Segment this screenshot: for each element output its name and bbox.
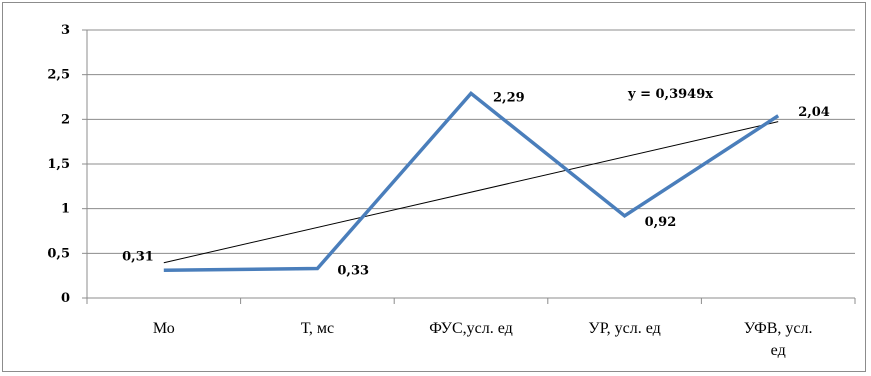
y-tick-label: 2: [61, 112, 70, 127]
data-labels: 0,31 0,33 2,29 0,92 2,04: [122, 90, 830, 278]
x-tick-label: УФВ, усл. ед: [744, 320, 813, 359]
chart-frame: [2, 2, 866, 372]
trendline: [163, 121, 779, 264]
trendline-equation: y = 0,3949x: [627, 87, 713, 102]
y-tick-label: 3: [61, 23, 70, 38]
gridlines: [87, 29, 855, 254]
x-tick-label-line: ед: [771, 342, 786, 359]
y-tick-label: 0,5: [47, 246, 70, 261]
y-tick-label: 1,5: [47, 157, 70, 172]
y-tick-label: 0: [61, 291, 70, 306]
y-tick-label: 1: [61, 202, 70, 217]
data-label: 0,33: [337, 264, 369, 279]
axes: [82, 29, 856, 304]
x-tick-label: Т, мс: [301, 320, 334, 337]
data-label: 0,92: [645, 215, 677, 230]
data-label: 2,04: [798, 105, 830, 120]
data-label: 0,31: [122, 249, 154, 264]
series-group: [163, 91, 780, 273]
x-tick-labels: Мо Т, мс ФУС,усл. ед УР, усл. ед УФВ, усл. ед: [153, 320, 813, 359]
trendline-group: [163, 121, 779, 264]
x-tick-label: Мо: [153, 320, 175, 337]
x-tick-label: ФУС,усл. ед: [429, 320, 513, 337]
y-tick-labels: 0 0,5 1 1,5 2 2,5 3: [47, 23, 70, 306]
data-label: 2,29: [493, 90, 525, 105]
y-tick-label: 2,5: [47, 68, 70, 83]
x-tick-label: УР, усл. ед: [588, 320, 660, 337]
series-line: [163, 91, 780, 273]
x-tick-label-line: УФВ, усл.: [744, 320, 813, 337]
